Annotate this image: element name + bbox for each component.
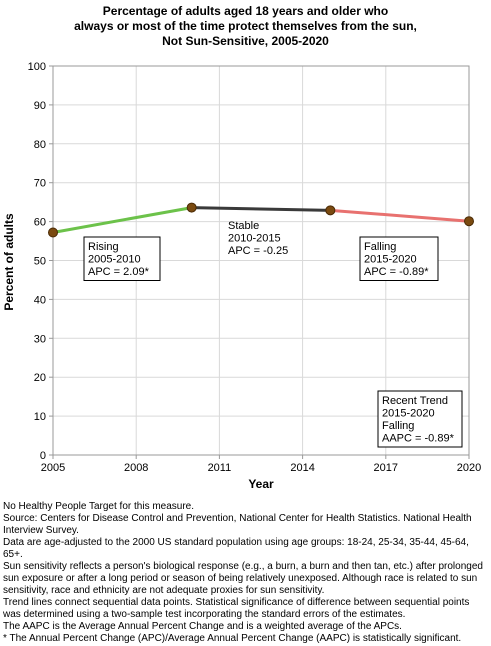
footnote-source: Source: Centers for Disease Control and … (3, 513, 472, 536)
footnote-aapc: The AAPC is the Average Annual Percent C… (3, 621, 402, 632)
data-point (48, 227, 58, 238)
x-tick-label: 2020 (457, 462, 481, 474)
trend-segment (51, 206, 194, 234)
x-tick-label: 2008 (124, 462, 148, 474)
chart-title: Percentage of adults aged 18 years and o… (0, 4, 491, 49)
y-tick-label: 0 (40, 450, 46, 462)
annotation-text: AAPC = -0.89* (382, 433, 455, 445)
y-tick-label: 70 (34, 178, 46, 190)
annotation-text: Falling (382, 420, 414, 432)
y-axis-ticks: 0 10 20 30 40 50 60 70 80 90 100 (28, 61, 53, 462)
data-point (186, 202, 197, 213)
y-tick-label: 30 (34, 333, 46, 345)
y-tick-label: 60 (34, 217, 46, 229)
y-tick-label: 20 (34, 372, 46, 384)
chart-title-line: always or most of the time protect thems… (74, 19, 417, 33)
x-tick-label: 2011 (208, 462, 232, 474)
annotation-text: 2005-2010 (88, 254, 141, 266)
trend-segment (328, 208, 471, 223)
x-tick-label: 2017 (374, 462, 398, 474)
y-tick-label: 80 (34, 139, 46, 151)
footnote-significance: * The Annual Percent Change (APC)/Averag… (3, 633, 462, 644)
footnote-age-adjustment: Data are age-adjusted to the 2000 US sta… (3, 537, 469, 560)
data-point (325, 205, 336, 216)
annotation-box (359, 236, 439, 281)
annotation-text: 2015-2020 (364, 254, 417, 266)
annotation-text: APC = -0.89* (364, 266, 429, 278)
y-axis-label: Percent of adults (2, 213, 16, 311)
chart-title-line: Not Sun-Sensitive, 2005-2020 (162, 34, 329, 48)
trend-segment (190, 206, 332, 212)
footnote-trend-lines: Trend lines connect sequential data poin… (3, 597, 470, 620)
footnote-target: No Healthy People Target for this measur… (3, 501, 195, 512)
annotation-text: APC = 2.09* (88, 266, 150, 278)
footnotes: No Healthy People Target for this measur… (3, 501, 489, 645)
data-points (48, 202, 474, 238)
annotation-text: Stable (228, 220, 259, 232)
y-tick-label: 90 (34, 100, 46, 112)
annotation-text: Rising (88, 241, 119, 253)
x-tick-label: 2014 (290, 462, 314, 474)
annotation-text: Recent Trend (382, 395, 448, 407)
trend-segments (51, 206, 471, 234)
annotation-box (377, 390, 463, 448)
annotation-text: APC = -0.25 (228, 245, 288, 257)
x-axis-label: Year (248, 477, 274, 491)
y-tick-label: 40 (34, 294, 46, 306)
y-tick-label: 10 (34, 411, 46, 423)
x-tick-label: 2005 (41, 462, 65, 474)
y-tick-label: 100 (28, 61, 46, 73)
annotation-box (83, 236, 161, 281)
data-point (464, 216, 474, 227)
y-tick-label: 50 (34, 256, 46, 268)
chart-title-line: Percentage of adults aged 18 years and o… (102, 4, 389, 18)
footnote-sun-sensitivity: Sun sensitivity reflects a person's biol… (3, 561, 483, 596)
annotation-text: Falling (364, 241, 396, 253)
annotation-text: 2015-2020 (382, 408, 435, 420)
annotation-text: 2010-2015 (228, 233, 281, 245)
x-axis-ticks: 2005 2008 2011 2014 2017 2020 (41, 455, 481, 474)
